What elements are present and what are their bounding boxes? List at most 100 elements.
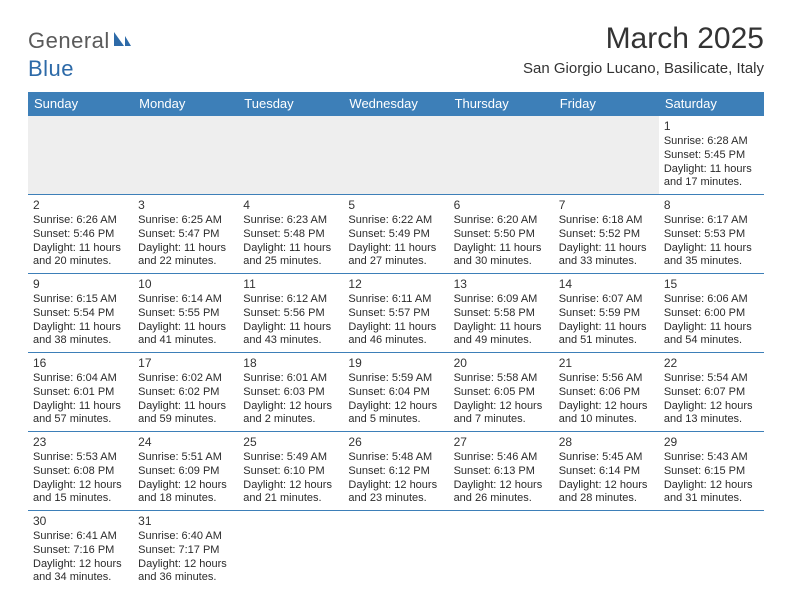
calendar-cell-blank (28, 116, 133, 195)
sunrise-line: Sunrise: 6:07 AM (559, 293, 654, 307)
day-number: 31 (138, 514, 233, 529)
sunset-line: Sunset: 6:13 PM (454, 465, 549, 479)
sunset-line: Sunset: 6:09 PM (138, 465, 233, 479)
day-number: 13 (454, 277, 549, 292)
sunset-line: Sunset: 5:45 PM (664, 149, 759, 163)
dayname-friday: Friday (554, 92, 659, 116)
daylight-line-1: Daylight: 11 hours (138, 400, 233, 414)
dayname-thursday: Thursday (449, 92, 554, 116)
daylight-line-1: Daylight: 11 hours (138, 321, 233, 335)
calendar-cell-blank (343, 511, 448, 589)
daylight-line-1: Daylight: 12 hours (33, 558, 128, 572)
daylight-line-1: Daylight: 11 hours (664, 163, 759, 177)
day-number: 27 (454, 435, 549, 450)
daylight-line-2: and 20 minutes. (33, 255, 128, 269)
daylight-line-1: Daylight: 12 hours (664, 400, 759, 414)
day-number: 12 (348, 277, 443, 292)
dayname-saturday: Saturday (659, 92, 764, 116)
sunset-line: Sunset: 6:05 PM (454, 386, 549, 400)
daylight-line-2: and 13 minutes. (664, 413, 759, 427)
day-number: 30 (33, 514, 128, 529)
sunset-line: Sunset: 5:59 PM (559, 307, 654, 321)
calendar-cell-day-30: 30Sunrise: 6:41 AMSunset: 7:16 PMDayligh… (28, 511, 133, 589)
day-number: 11 (243, 277, 338, 292)
sunrise-line: Sunrise: 6:18 AM (559, 214, 654, 228)
calendar-cell-day-17: 17Sunrise: 6:02 AMSunset: 6:02 PMDayligh… (133, 353, 238, 432)
sunrise-line: Sunrise: 6:15 AM (33, 293, 128, 307)
sunrise-line: Sunrise: 5:43 AM (664, 451, 759, 465)
sunset-line: Sunset: 6:10 PM (243, 465, 338, 479)
sunset-line: Sunset: 5:47 PM (138, 228, 233, 242)
daylight-line-1: Daylight: 12 hours (664, 479, 759, 493)
sunrise-line: Sunrise: 6:41 AM (33, 530, 128, 544)
calendar-cell-day-28: 28Sunrise: 5:45 AMSunset: 6:14 PMDayligh… (554, 432, 659, 511)
sunset-line: Sunset: 5:46 PM (33, 228, 128, 242)
day-number: 14 (559, 277, 654, 292)
sunrise-line: Sunrise: 6:25 AM (138, 214, 233, 228)
sunrise-line: Sunrise: 6:14 AM (138, 293, 233, 307)
sunrise-line: Sunrise: 6:23 AM (243, 214, 338, 228)
sunrise-line: Sunrise: 6:11 AM (348, 293, 443, 307)
daylight-line-1: Daylight: 12 hours (33, 479, 128, 493)
daylight-line-1: Daylight: 12 hours (348, 479, 443, 493)
day-number: 29 (664, 435, 759, 450)
sunrise-line: Sunrise: 6:09 AM (454, 293, 549, 307)
daylight-line-1: Daylight: 11 hours (664, 242, 759, 256)
daylight-line-1: Daylight: 11 hours (243, 242, 338, 256)
sunrise-line: Sunrise: 6:17 AM (664, 214, 759, 228)
calendar-cell-blank (343, 116, 448, 195)
daylight-line-2: and 22 minutes. (138, 255, 233, 269)
day-number: 20 (454, 356, 549, 371)
daylight-line-1: Daylight: 11 hours (243, 321, 338, 335)
calendar-cell-day-15: 15Sunrise: 6:06 AMSunset: 6:00 PMDayligh… (659, 274, 764, 353)
sunset-line: Sunset: 6:14 PM (559, 465, 654, 479)
daylight-line-2: and 43 minutes. (243, 334, 338, 348)
sunrise-line: Sunrise: 5:48 AM (348, 451, 443, 465)
day-number: 19 (348, 356, 443, 371)
calendar-cell-blank (449, 116, 554, 195)
calendar-cell-blank (238, 511, 343, 589)
brand-part2: Blue (28, 56, 74, 81)
calendar-cell-day-4: 4Sunrise: 6:23 AMSunset: 5:48 PMDaylight… (238, 195, 343, 274)
daylight-line-2: and 35 minutes. (664, 255, 759, 269)
daylight-line-2: and 26 minutes. (454, 492, 549, 506)
daylight-line-2: and 23 minutes. (348, 492, 443, 506)
calendar-cell-day-14: 14Sunrise: 6:07 AMSunset: 5:59 PMDayligh… (554, 274, 659, 353)
daylight-line-2: and 18 minutes. (138, 492, 233, 506)
calendar-cell-blank (238, 116, 343, 195)
sunset-line: Sunset: 5:53 PM (664, 228, 759, 242)
daylight-line-2: and 7 minutes. (454, 413, 549, 427)
daylight-line-2: and 27 minutes. (348, 255, 443, 269)
calendar-cell-day-31: 31Sunrise: 6:40 AMSunset: 7:17 PMDayligh… (133, 511, 238, 589)
calendar-cell-day-3: 3Sunrise: 6:25 AMSunset: 5:47 PMDaylight… (133, 195, 238, 274)
day-number: 16 (33, 356, 128, 371)
daylight-line-1: Daylight: 11 hours (348, 321, 443, 335)
daylight-line-2: and 51 minutes. (559, 334, 654, 348)
daylight-line-1: Daylight: 11 hours (138, 242, 233, 256)
sunset-line: Sunset: 6:03 PM (243, 386, 338, 400)
day-number: 2 (33, 198, 128, 213)
daylight-line-1: Daylight: 12 hours (138, 479, 233, 493)
daylight-line-1: Daylight: 12 hours (454, 479, 549, 493)
sunset-line: Sunset: 6:04 PM (348, 386, 443, 400)
dayname-tuesday: Tuesday (238, 92, 343, 116)
daylight-line-1: Daylight: 11 hours (33, 400, 128, 414)
calendar-cell-day-12: 12Sunrise: 6:11 AMSunset: 5:57 PMDayligh… (343, 274, 448, 353)
calendar-cell-day-18: 18Sunrise: 6:01 AMSunset: 6:03 PMDayligh… (238, 353, 343, 432)
sunset-line: Sunset: 5:50 PM (454, 228, 549, 242)
day-number: 9 (33, 277, 128, 292)
calendar-cell-day-10: 10Sunrise: 6:14 AMSunset: 5:55 PMDayligh… (133, 274, 238, 353)
calendar-cell-day-19: 19Sunrise: 5:59 AMSunset: 6:04 PMDayligh… (343, 353, 448, 432)
calendar-cell-day-22: 22Sunrise: 5:54 AMSunset: 6:07 PMDayligh… (659, 353, 764, 432)
title-block: March 2025 San Giorgio Lucano, Basilicat… (523, 22, 764, 77)
sunrise-line: Sunrise: 6:12 AM (243, 293, 338, 307)
daylight-line-1: Daylight: 12 hours (243, 479, 338, 493)
sunset-line: Sunset: 5:57 PM (348, 307, 443, 321)
calendar-cell-day-16: 16Sunrise: 6:04 AMSunset: 6:01 PMDayligh… (28, 353, 133, 432)
day-number: 18 (243, 356, 338, 371)
sunrise-line: Sunrise: 5:54 AM (664, 372, 759, 386)
daylight-line-2: and 49 minutes. (454, 334, 549, 348)
day-number: 21 (559, 356, 654, 371)
daylight-line-2: and 36 minutes. (138, 571, 233, 585)
sunset-line: Sunset: 6:01 PM (33, 386, 128, 400)
